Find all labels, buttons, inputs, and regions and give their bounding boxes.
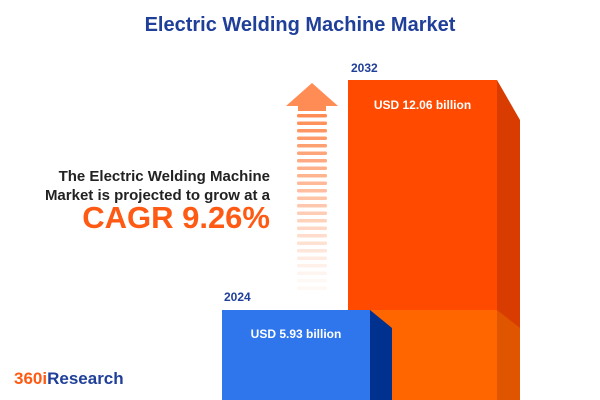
arrow-stripe xyxy=(297,174,327,178)
bar-2024-side xyxy=(370,310,392,400)
data-label-2024: USD 5.93 billion xyxy=(250,327,342,341)
growth-arrow-icon xyxy=(286,83,338,290)
arrow-stripe xyxy=(297,166,327,170)
bar-2032 xyxy=(348,80,520,400)
arrow-stripe xyxy=(297,219,327,223)
arrow-stripe xyxy=(297,279,327,283)
arrow-stripe xyxy=(297,286,327,290)
data-label-2032: USD 12.06 billion xyxy=(373,98,472,112)
arrow-stripe xyxy=(297,136,327,140)
arrow-stripe xyxy=(297,256,327,260)
arrow-stripe xyxy=(297,234,327,238)
description-line-1: The Electric Welding Machine xyxy=(58,168,270,185)
arrow-stripe xyxy=(297,114,327,118)
arrow-stripe xyxy=(297,271,327,275)
arrow-stripe xyxy=(297,159,327,163)
arrow-stripe xyxy=(297,196,327,200)
arrow-stripe xyxy=(297,241,327,245)
arrow-stripe xyxy=(297,204,327,208)
logo: 360iResearch xyxy=(14,369,124,388)
description-line-2: Market is projected to grow at a xyxy=(44,187,270,204)
arrow-stripe xyxy=(297,264,327,268)
arrow-stripe xyxy=(297,121,327,125)
arrow-stripe xyxy=(297,129,327,133)
bar-2024-front xyxy=(222,310,370,400)
arrow-stripe xyxy=(297,181,327,185)
year-label-2024: 2024 xyxy=(224,290,251,304)
cagr-value: CAGR 9.26% xyxy=(82,200,270,235)
arrow-stripe xyxy=(297,151,327,155)
bar-2024 xyxy=(222,310,392,400)
arrow-stripe xyxy=(297,249,327,253)
chart-title: Electric Welding Machine Market xyxy=(144,14,456,36)
arrow-stripe xyxy=(297,211,327,215)
year-label-2032: 2032 xyxy=(351,61,378,75)
arrow-stripe xyxy=(297,226,327,230)
arrow-stripe xyxy=(297,189,327,193)
arrow-stripe xyxy=(297,144,327,148)
